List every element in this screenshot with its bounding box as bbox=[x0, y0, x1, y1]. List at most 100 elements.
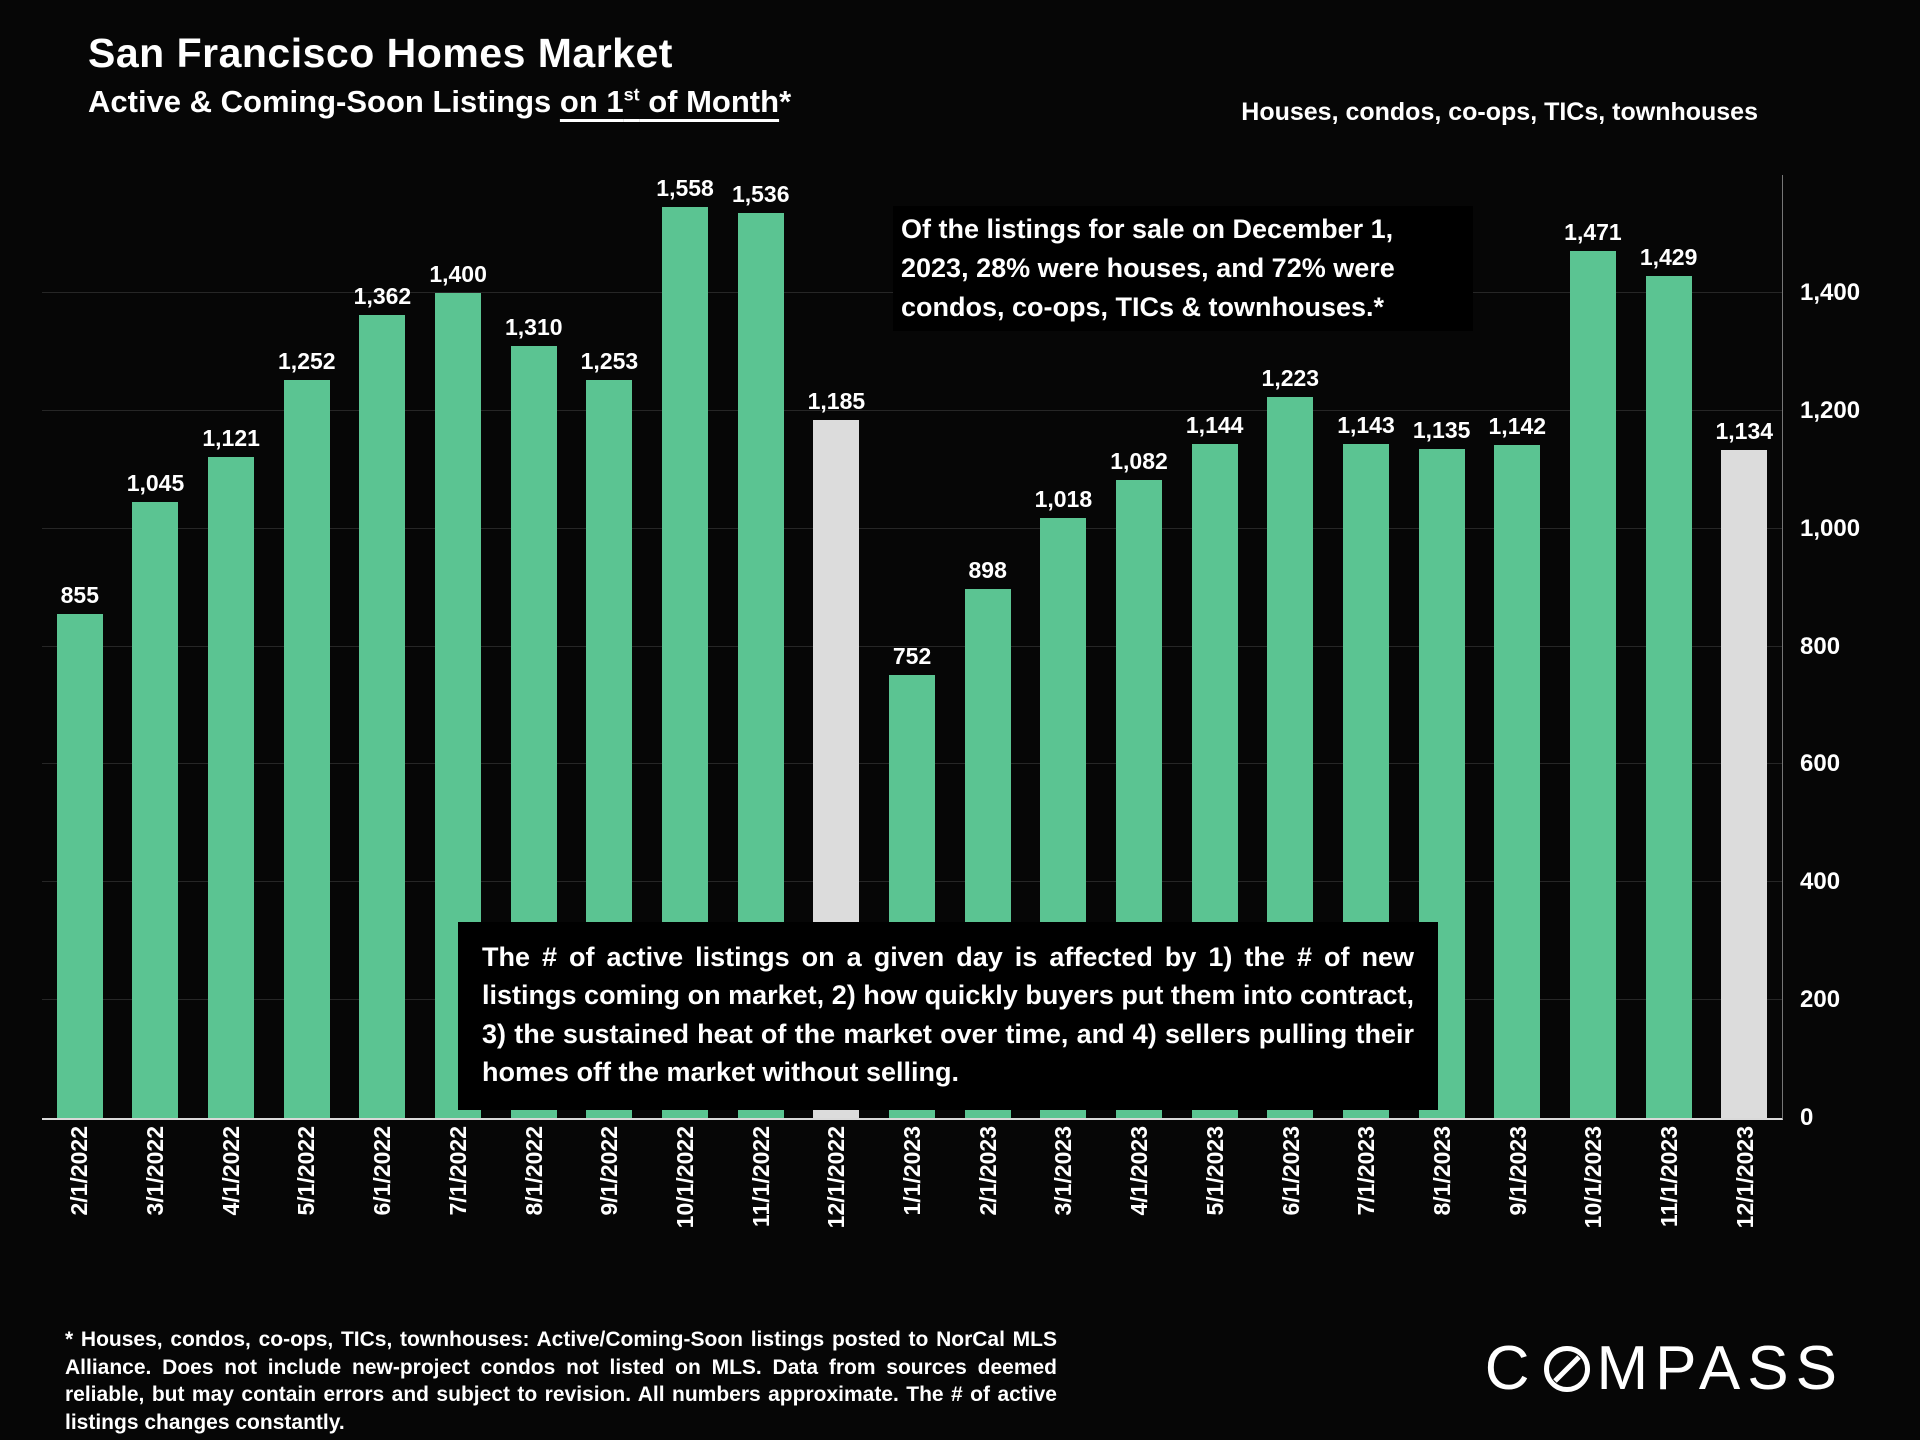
x-tick-cell: 5/1/2022 bbox=[269, 1126, 345, 1306]
x-tick-cell: 10/1/2022 bbox=[648, 1126, 724, 1306]
bar-value-label: 1,082 bbox=[1110, 448, 1168, 475]
bar bbox=[1645, 275, 1692, 1118]
x-tick-label: 10/1/2022 bbox=[671, 1126, 698, 1229]
bar-value-label: 1,018 bbox=[1034, 486, 1093, 513]
x-tick-cell: 8/1/2022 bbox=[496, 1126, 572, 1306]
y-tick-label: 400 bbox=[1800, 868, 1841, 896]
subtitle-asterisk: * bbox=[779, 84, 792, 119]
bar-column: 1,471 bbox=[1555, 175, 1631, 1118]
bar bbox=[1494, 444, 1541, 1118]
gridline bbox=[42, 527, 1782, 529]
bar bbox=[283, 380, 330, 1118]
x-tick-cell: 12/1/2022 bbox=[799, 1126, 875, 1306]
needle-line bbox=[1552, 1354, 1581, 1383]
x-tick-cell: 10/1/2023 bbox=[1556, 1126, 1632, 1306]
bar-column: 855 bbox=[42, 175, 118, 1118]
x-tick-cell: 6/1/2022 bbox=[345, 1126, 421, 1306]
bar-value-label: 1,144 bbox=[1185, 411, 1244, 438]
y-tick-label: 1,200 bbox=[1800, 396, 1861, 424]
page-subtitle: Active & Coming-Soon Listings on 1st of … bbox=[88, 84, 791, 120]
bar-column: 1,134 bbox=[1706, 175, 1782, 1118]
y-tick-label: 1,000 bbox=[1800, 514, 1861, 542]
x-tick-label: 4/1/2023 bbox=[1126, 1126, 1153, 1216]
bar-value-label: 1,253 bbox=[580, 347, 639, 374]
x-tick-label: 11/1/2023 bbox=[1656, 1126, 1683, 1228]
x-tick-cell: 3/1/2022 bbox=[118, 1126, 194, 1306]
compass-needle-o-icon bbox=[1543, 1345, 1590, 1392]
bar-column: 1,429 bbox=[1631, 175, 1707, 1118]
december-annotation: Of the listings for sale on December 1, … bbox=[893, 206, 1473, 332]
x-tick-label: 6/1/2022 bbox=[369, 1126, 396, 1216]
bar-value-label: 1,400 bbox=[429, 260, 487, 287]
x-tick-cell: 7/1/2022 bbox=[421, 1126, 497, 1306]
footnote: * Houses, condos, co-ops, TICs, townhous… bbox=[65, 1328, 1057, 1435]
bar-value-label: 1,134 bbox=[1715, 417, 1774, 444]
bar-value-label: 1,536 bbox=[731, 180, 790, 207]
bar-column: 1,121 bbox=[193, 175, 269, 1118]
x-tick-label: 7/1/2023 bbox=[1353, 1126, 1380, 1216]
gridline bbox=[42, 409, 1782, 411]
x-tick-cell: 2/1/2022 bbox=[42, 1126, 118, 1306]
bar-value-label: 752 bbox=[892, 642, 932, 669]
x-tick-label: 8/1/2022 bbox=[520, 1126, 547, 1216]
page-title: San Francisco Homes Market bbox=[88, 30, 673, 76]
x-tick-cell: 9/1/2023 bbox=[1480, 1126, 1556, 1306]
x-tick-cell: 4/1/2022 bbox=[193, 1126, 269, 1306]
bar-column: 1,252 bbox=[269, 175, 345, 1118]
bar bbox=[359, 315, 406, 1118]
x-tick-label: 10/1/2023 bbox=[1580, 1126, 1607, 1229]
bar-value-label: 1,310 bbox=[504, 313, 563, 340]
x-tick-label: 2/1/2022 bbox=[66, 1126, 93, 1216]
bar-value-label: 1,252 bbox=[278, 348, 336, 375]
x-tick-cell: 4/1/2023 bbox=[1102, 1126, 1178, 1306]
x-tick-cell: 9/1/2022 bbox=[572, 1126, 648, 1306]
x-tick-label: 12/1/2022 bbox=[823, 1126, 850, 1229]
gridline bbox=[42, 645, 1782, 647]
x-tick-cell: 3/1/2023 bbox=[1026, 1126, 1102, 1306]
subtitle-prefix: Active & Coming-Soon Listings bbox=[88, 84, 560, 119]
y-tick-label: 0 bbox=[1800, 1104, 1814, 1131]
bar bbox=[1569, 251, 1616, 1118]
property-types-note: Houses, condos, co-ops, TICs, townhouses bbox=[1241, 98, 1758, 126]
bar bbox=[1721, 449, 1768, 1118]
x-tick-label: 3/1/2022 bbox=[142, 1126, 169, 1216]
bar-column: 1,362 bbox=[345, 175, 421, 1118]
bar-value-label: 1,471 bbox=[1564, 219, 1622, 246]
bar-value-label: 855 bbox=[60, 582, 100, 609]
bar-value-label: 1,223 bbox=[1261, 365, 1320, 392]
y-tick-label: 600 bbox=[1800, 750, 1841, 778]
x-tick-cell: 11/1/2022 bbox=[723, 1126, 799, 1306]
bar bbox=[56, 614, 103, 1118]
y-axis-labels: 0 200 400 600 800 1,000 1,200 1,400 bbox=[1786, 175, 1890, 1131]
x-tick-cell: 6/1/2023 bbox=[1253, 1126, 1329, 1306]
y-tick-label: 800 bbox=[1800, 632, 1841, 660]
x-tick-label: 9/1/2022 bbox=[596, 1126, 623, 1216]
active-listings-annotation: The # of active listings on a given day … bbox=[458, 922, 1438, 1110]
x-tick-label: 11/1/2022 bbox=[747, 1126, 774, 1228]
bar-value-label: 1,558 bbox=[656, 175, 714, 201]
x-tick-cell: 12/1/2023 bbox=[1707, 1126, 1783, 1306]
x-tick-label: 4/1/2022 bbox=[217, 1126, 244, 1216]
x-tick-cell: 2/1/2023 bbox=[950, 1126, 1026, 1306]
x-tick-cell: 7/1/2023 bbox=[1329, 1126, 1405, 1306]
bar-value-label: 1,362 bbox=[353, 283, 412, 310]
bar bbox=[132, 502, 179, 1118]
bar-value-label: 1,142 bbox=[1488, 412, 1547, 439]
bar-column: 1,142 bbox=[1479, 175, 1555, 1118]
x-tick-label: 9/1/2023 bbox=[1504, 1126, 1531, 1216]
x-tick-cell: 5/1/2023 bbox=[1178, 1126, 1254, 1306]
x-tick-cell: 8/1/2023 bbox=[1405, 1126, 1481, 1306]
bar-value-label: 1,185 bbox=[807, 387, 866, 414]
subtitle-underline-text-2: of Month bbox=[639, 84, 780, 119]
x-tick-label: 8/1/2023 bbox=[1429, 1126, 1455, 1216]
x-tick-cell: 11/1/2023 bbox=[1632, 1126, 1708, 1306]
x-tick-label: 3/1/2023 bbox=[1050, 1126, 1077, 1216]
x-tick-label: 1/1/2023 bbox=[899, 1126, 926, 1216]
x-axis-labels: 2/1/2022 3/1/2022 4/1/2022 5/1/2022 6/1/2022… bbox=[42, 1126, 1783, 1306]
subtitle-superscript: st bbox=[623, 84, 640, 105]
x-tick-label: 2/1/2023 bbox=[974, 1126, 1001, 1216]
logo-text-mpass: MPASS bbox=[1596, 1334, 1844, 1403]
x-tick-label: 7/1/2022 bbox=[444, 1126, 471, 1216]
bar-value-label: 1,135 bbox=[1412, 417, 1471, 444]
bar-value-label: 1,429 bbox=[1639, 243, 1698, 270]
